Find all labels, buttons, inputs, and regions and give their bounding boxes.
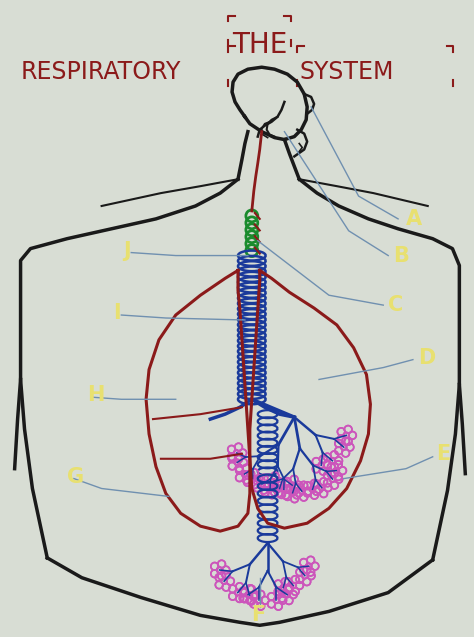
Text: F: F <box>251 605 265 626</box>
Text: D: D <box>418 348 435 368</box>
Text: A: A <box>406 209 422 229</box>
Text: B: B <box>393 245 409 266</box>
Text: SYSTEM: SYSTEM <box>299 61 393 84</box>
Text: I: I <box>113 303 121 323</box>
Text: G: G <box>67 467 84 487</box>
Text: E: E <box>436 444 450 464</box>
Text: H: H <box>87 385 104 405</box>
Text: C: C <box>388 295 403 315</box>
Text: RESPIRATORY: RESPIRATORY <box>20 61 181 84</box>
Text: J: J <box>123 241 131 261</box>
Text: THE: THE <box>232 31 287 59</box>
